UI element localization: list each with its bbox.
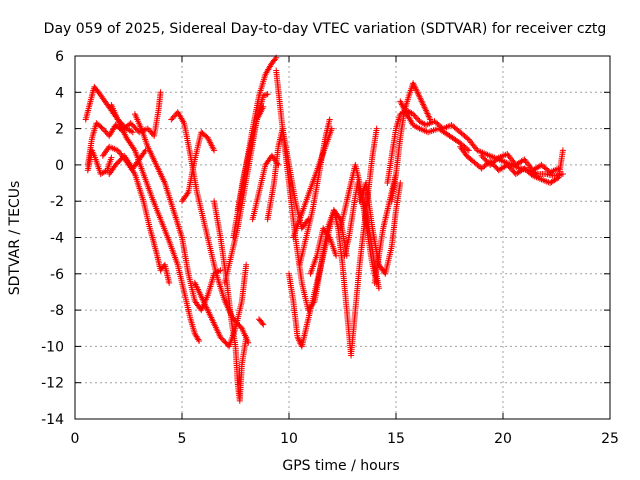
y-tick-label: -14 <box>41 412 64 428</box>
y-tick-label: 6 <box>55 49 64 65</box>
series-arc-30 <box>457 143 566 186</box>
grid-lines <box>75 56 610 419</box>
y-axis-label: SDTVAR / TECUs <box>7 181 23 296</box>
y-tick-label: 4 <box>55 85 64 101</box>
series-arc-29 <box>397 98 472 154</box>
y-tick-label: -4 <box>50 231 64 247</box>
data-marker <box>131 111 224 314</box>
series-arc-07 <box>131 111 224 314</box>
data-marker <box>179 129 218 205</box>
data-marker <box>234 103 267 214</box>
y-tick-label: -12 <box>41 376 64 392</box>
series-arc-21 <box>296 116 333 268</box>
series-arc-11 <box>211 198 250 404</box>
y-tick-label: -2 <box>50 194 64 210</box>
data-marker <box>457 143 566 186</box>
data-marker <box>211 198 250 404</box>
series-arc-31 <box>478 151 562 176</box>
series-arc-14 <box>234 103 267 214</box>
data-marker <box>221 91 271 286</box>
data-marker <box>108 102 203 344</box>
series-arc-05 <box>108 102 203 344</box>
data-marker <box>249 152 282 223</box>
x-tick-label: 20 <box>494 431 512 447</box>
data-marker <box>256 316 267 328</box>
axes <box>74 55 611 420</box>
data-marker <box>286 125 380 359</box>
y-tick-label: 2 <box>55 122 64 138</box>
y-tick-label: -10 <box>41 339 64 355</box>
series-arc-23 <box>337 161 380 286</box>
tick-labels: 0 5 10 15 20 25 -14 -12 -10 -8 -6 -4 -2 0 2 4 6 <box>41 49 619 447</box>
data-marker <box>337 161 380 286</box>
x-tick-label: 25 <box>601 431 619 447</box>
data-marker <box>384 107 566 186</box>
series-arc-22 <box>307 225 340 277</box>
data-marker <box>106 147 149 177</box>
y-tick-label: 0 <box>55 158 64 174</box>
x-tick-label: 15 <box>387 431 405 447</box>
series-arc-19 <box>286 125 380 359</box>
data-marker <box>307 225 340 277</box>
data-marker <box>478 151 562 176</box>
series-arc-15 <box>249 152 282 223</box>
series-arc-28 <box>384 107 566 186</box>
data-marker <box>296 116 333 268</box>
x-tick-label: 10 <box>280 431 298 447</box>
series-arc-06 <box>106 147 149 177</box>
series-arc-03 <box>84 147 115 177</box>
chart-title: Day 059 of 2025, Sidereal Day-to-day VTE… <box>44 21 607 37</box>
x-axis-label: GPS time / hours <box>282 458 399 474</box>
data-marker <box>397 98 472 154</box>
series-arc-24 <box>341 180 382 292</box>
y-tick-label: -8 <box>50 303 64 319</box>
x-tick-label: 0 <box>71 431 80 447</box>
data-marker <box>84 147 115 177</box>
series-arc-16 <box>256 316 267 328</box>
y-tick-label: -6 <box>50 267 64 283</box>
x-tick-label: 5 <box>178 431 187 447</box>
series-arc-12 <box>221 91 271 286</box>
data-markers <box>82 54 566 404</box>
plot-frame <box>74 55 611 420</box>
data-marker <box>341 180 382 292</box>
series-arc-09 <box>179 129 218 205</box>
